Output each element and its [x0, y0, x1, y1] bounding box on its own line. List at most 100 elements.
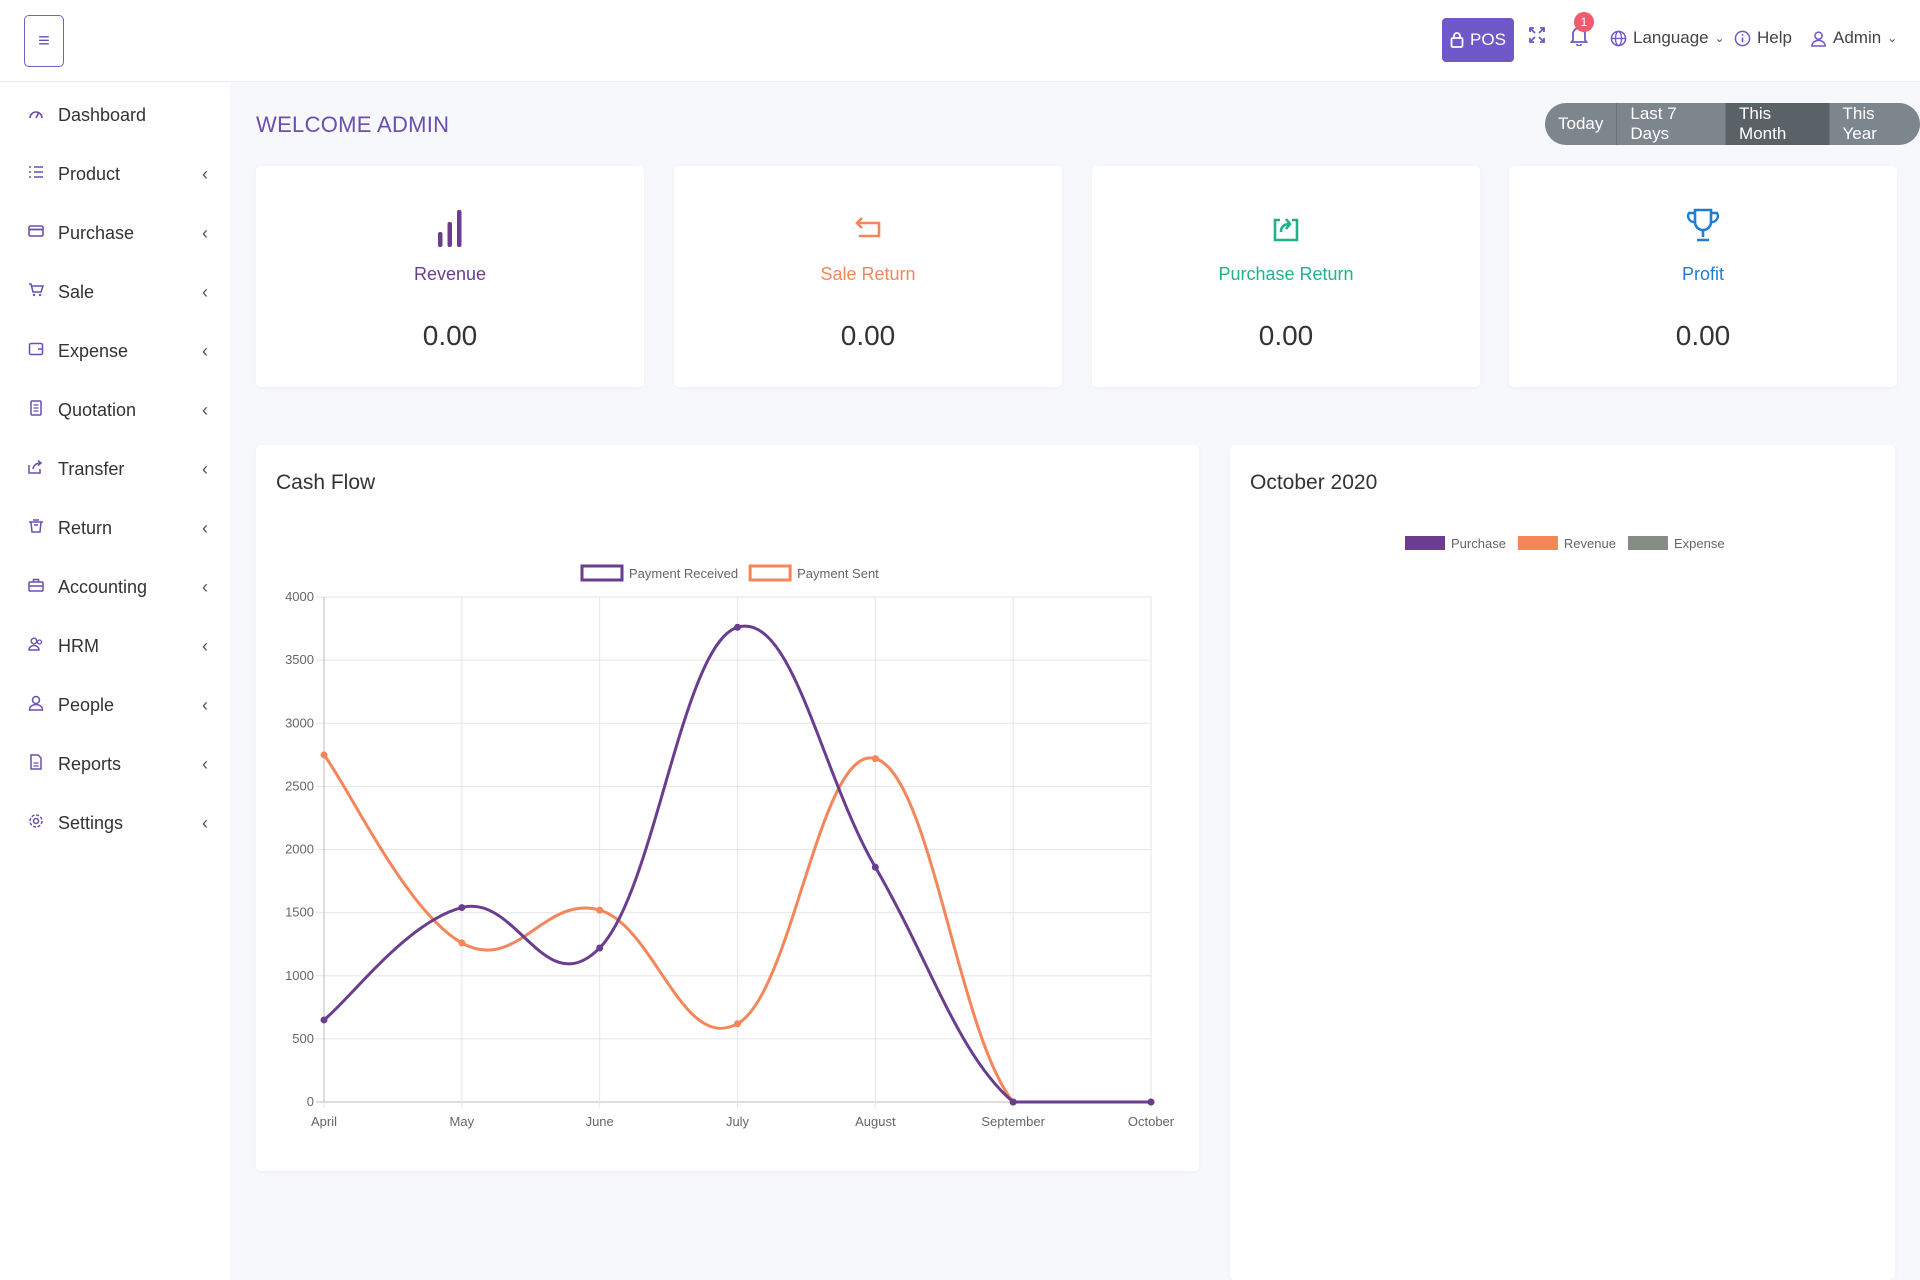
monthly-title: October 2020 — [1250, 471, 1378, 494]
user-icon — [26, 695, 46, 716]
y-tick-label: 4000 — [285, 589, 314, 604]
document-icon — [26, 399, 46, 421]
legend-swatch — [1405, 536, 1445, 550]
legend-swatch — [580, 564, 624, 582]
sidebar-item-label: Expense — [58, 340, 129, 361]
data-point[interactable] — [871, 863, 879, 871]
sidebar-item-transfer[interactable]: Transfer ‹ — [0, 449, 230, 489]
share-icon — [26, 459, 46, 479]
sidebar-item-reports[interactable]: Reports ‹ — [0, 744, 230, 784]
cashflow-chart: 0 500 1000 1500 2000 2500 3000 3500 4000 April May… — [285, 564, 1175, 1129]
sale-return-label: Sale Return — [820, 264, 916, 284]
card-icon — [26, 224, 46, 243]
sidebar-item-product[interactable]: Product ‹ — [0, 154, 230, 194]
dashboard-icon — [26, 106, 46, 125]
sidebar-item-label: Dashboard — [58, 104, 147, 125]
data-point[interactable] — [734, 623, 741, 631]
page-title: WELCOME ADMIN — [256, 112, 450, 137]
x-tick-label: April — [311, 1114, 337, 1129]
basket-icon — [26, 518, 46, 538]
date-range-toggle: Today Last 7 Days This Month This Year — [1545, 103, 1920, 145]
help-link[interactable]: Help — [1734, 28, 1792, 48]
legend-label[interactable]: Payment Sent — [797, 566, 879, 581]
legend-label[interactable]: Revenue — [1564, 536, 1616, 551]
y-tick-label: 1500 — [285, 905, 314, 920]
sidebar-item-label: Quotation — [58, 399, 137, 420]
sidebar-item-settings[interactable]: Settings ‹ — [0, 803, 230, 843]
sidebar-item-label: Accounting — [58, 576, 148, 597]
sidebar-item-people[interactable]: People ‹ — [0, 685, 230, 725]
sidebar-item-label: Return — [58, 517, 113, 538]
pos-button[interactable]: POS — [1442, 18, 1514, 62]
sidebar-item-label: Transfer — [58, 458, 125, 479]
pos-label: POS — [1470, 30, 1506, 49]
sidebar-item-accounting[interactable]: Accounting ‹ — [0, 567, 230, 607]
chevron-left-icon: ‹ — [202, 340, 208, 361]
globe-icon — [1610, 30, 1627, 46]
data-point[interactable] — [320, 1016, 328, 1024]
data-point[interactable] — [1009, 1098, 1017, 1106]
profit-value: 0.00 — [1675, 320, 1731, 351]
data-point[interactable] — [1147, 1098, 1155, 1106]
data-point[interactable] — [458, 904, 466, 912]
legend-label[interactable]: Payment Received — [629, 566, 738, 581]
menu-toggle-button[interactable]: ≡ — [24, 15, 64, 67]
range-today-button[interactable]: Today — [1558, 114, 1604, 133]
range-this-year-button[interactable]: This Year — [1828, 103, 1920, 145]
sidebar-item-expense[interactable]: Expense ‹ — [0, 331, 230, 371]
fullscreen-icon[interactable] — [1528, 26, 1546, 50]
range-this-month-button[interactable]: This Month — [1725, 103, 1829, 145]
legend-swatch — [1517, 536, 1558, 550]
legend-label[interactable]: Expense — [1674, 536, 1725, 551]
chevron-down-icon: ⌄ — [1714, 31, 1725, 45]
legend-label[interactable]: Purchase — [1451, 536, 1506, 551]
sidebar-item-return[interactable]: Return ‹ — [0, 508, 230, 548]
sidebar-item-label: Sale — [58, 281, 95, 302]
sidebar-item-quotation[interactable]: Quotation ‹ — [0, 390, 230, 430]
chevron-left-icon: ‹ — [202, 753, 208, 774]
user-dropdown[interactable]: Admin ⌄ — [1810, 28, 1897, 48]
chevron-left-icon: ‹ — [202, 576, 208, 597]
sidebar-item-label: Settings — [58, 812, 124, 833]
revenue-value: 0.00 — [422, 320, 478, 351]
chevron-left-icon: ‹ — [202, 281, 208, 302]
chevron-left-icon: ‹ — [202, 812, 208, 833]
profit-card: Profit 0.00 — [1509, 166, 1897, 387]
sidebar-item-dashboard[interactable]: Dashboard — [0, 95, 230, 135]
hamburger-icon: ≡ — [38, 29, 50, 52]
sidebar-item-hrm[interactable]: HRM ‹ — [0, 626, 230, 666]
x-tick-label: June — [586, 1114, 614, 1129]
y-tick-label: 3500 — [285, 652, 314, 667]
help-label: Help — [1757, 28, 1792, 47]
cashflow-panel: Cash Flow 0 500 1000 1500 2000 2500 3000 3500 40… — [256, 445, 1199, 1171]
x-tick-label: May — [450, 1114, 475, 1129]
purchase-return-card: Purchase Return 0.00 — [1092, 166, 1480, 387]
y-tick-label: 2000 — [285, 842, 314, 857]
bar-chart-icon — [256, 204, 644, 253]
data-point[interactable] — [458, 939, 466, 947]
sidebar-item-label: HRM — [58, 635, 99, 656]
data-point[interactable] — [320, 751, 328, 759]
cashflow-title: Cash Flow — [276, 471, 376, 494]
sidebar-item-sale[interactable]: Sale ‹ — [0, 272, 230, 312]
y-tick-label: 3000 — [285, 715, 314, 730]
cart-icon — [26, 282, 46, 302]
data-point[interactable] — [596, 906, 604, 914]
profit-label: Profit — [1681, 264, 1724, 284]
return-arrow-icon — [674, 204, 1062, 253]
sidebar-item-label: Reports — [58, 753, 122, 774]
briefcase-icon — [26, 578, 46, 597]
sale-return-card: Sale Return 0.00 — [674, 166, 1062, 387]
sidebar-item-label: People — [58, 694, 115, 715]
y-tick-label: 2500 — [285, 778, 314, 793]
sidebar-item-label: Product — [58, 163, 121, 184]
language-dropdown[interactable]: Language ⌄ — [1610, 28, 1725, 48]
sidebar-item-purchase[interactable]: Purchase ‹ — [0, 213, 230, 253]
x-tick-label: August — [855, 1114, 896, 1129]
data-point[interactable] — [596, 944, 604, 952]
revenue-card: Revenue 0.00 — [256, 166, 644, 387]
revenue-label: Revenue — [413, 264, 487, 284]
data-point[interactable] — [734, 1020, 741, 1028]
data-point[interactable] — [871, 755, 879, 763]
range-last-7-days-button[interactable]: Last 7 Days — [1616, 103, 1725, 145]
